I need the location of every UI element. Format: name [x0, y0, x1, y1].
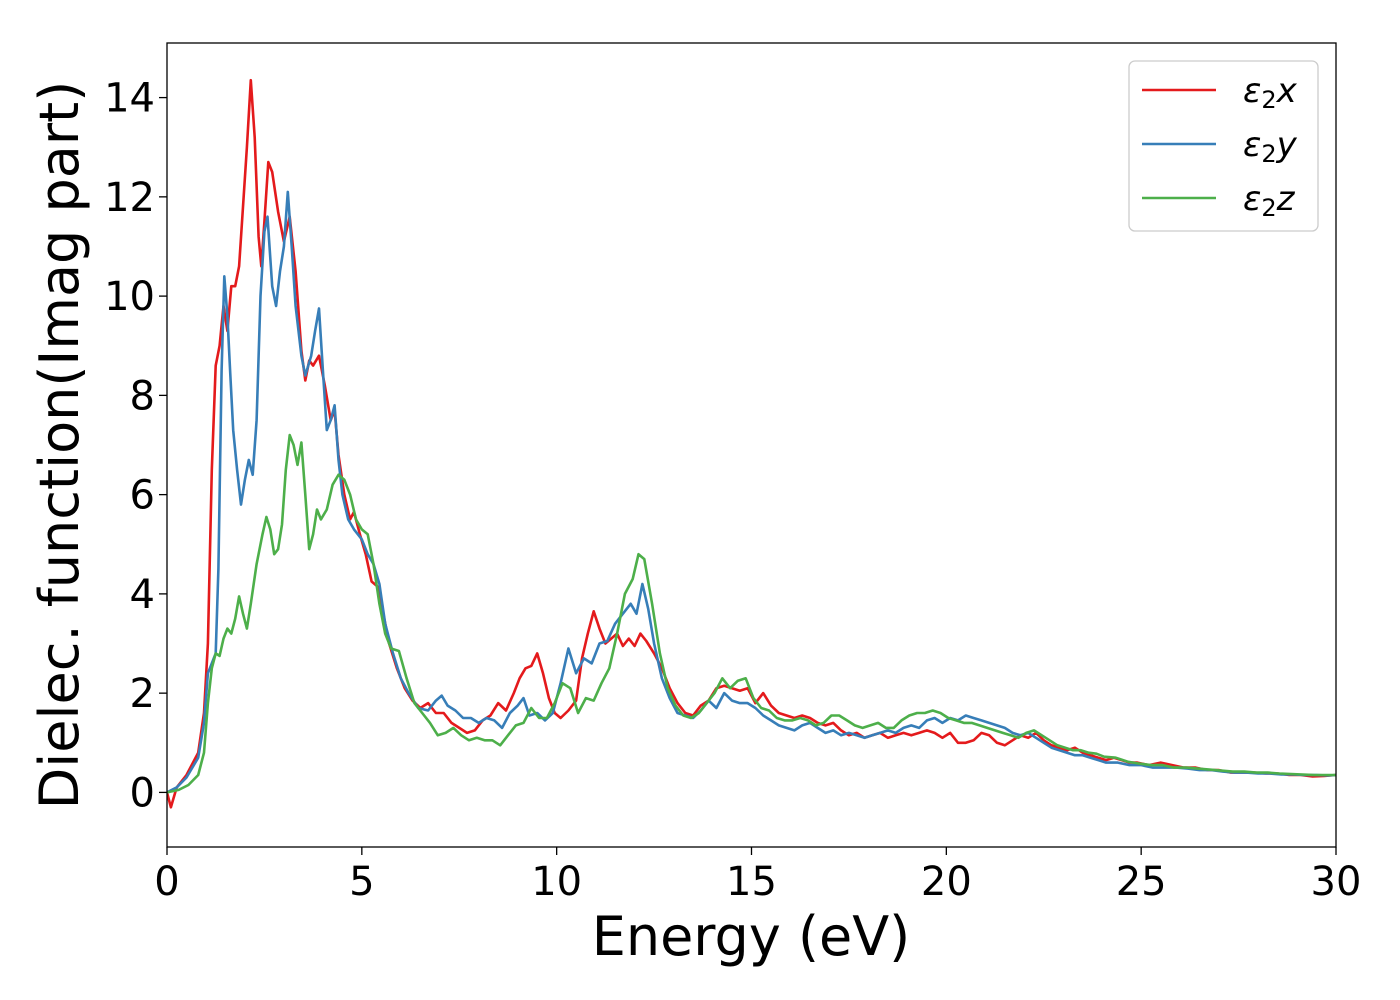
legend: ε2x ε2y ε2z	[1128, 60, 1319, 232]
y-tick-label: 2	[130, 671, 155, 717]
y-tick-label: 0	[130, 770, 155, 816]
series-line-y	[167, 190, 1336, 794]
legend-label-x: ε2x	[1243, 71, 1298, 114]
y-axis-title: Dielec. function(Imag part)	[28, 81, 91, 810]
x-axis-title: Energy (eV)	[592, 905, 911, 968]
y-tick-label: 8	[130, 373, 155, 419]
series-layer	[167, 78, 1336, 809]
legend-label-z: ε2z	[1243, 179, 1296, 222]
series-line-x	[167, 78, 1336, 809]
y-tick-label: 14	[104, 76, 155, 122]
y-tick-label: 12	[104, 175, 155, 221]
x-axis: 0 5 10 15 20 25 30	[154, 847, 1361, 905]
y-axis: 0 2 4 6 8 10 12 14	[104, 76, 167, 816]
legend-label-y: ε2y	[1243, 125, 1298, 168]
y-tick-label: 10	[104, 274, 155, 320]
x-tick-label: 10	[531, 859, 582, 905]
x-tick-label: 25	[1116, 859, 1167, 905]
series-line-z	[167, 433, 1336, 794]
x-tick-label: 0	[154, 859, 179, 905]
y-tick-label: 4	[130, 572, 155, 618]
x-tick-label: 5	[349, 859, 374, 905]
legend-box	[1128, 60, 1319, 232]
x-tick-label: 20	[921, 859, 972, 905]
y-tick-label: 6	[130, 473, 155, 519]
x-tick-label: 15	[726, 859, 777, 905]
x-tick-label: 30	[1311, 859, 1362, 905]
